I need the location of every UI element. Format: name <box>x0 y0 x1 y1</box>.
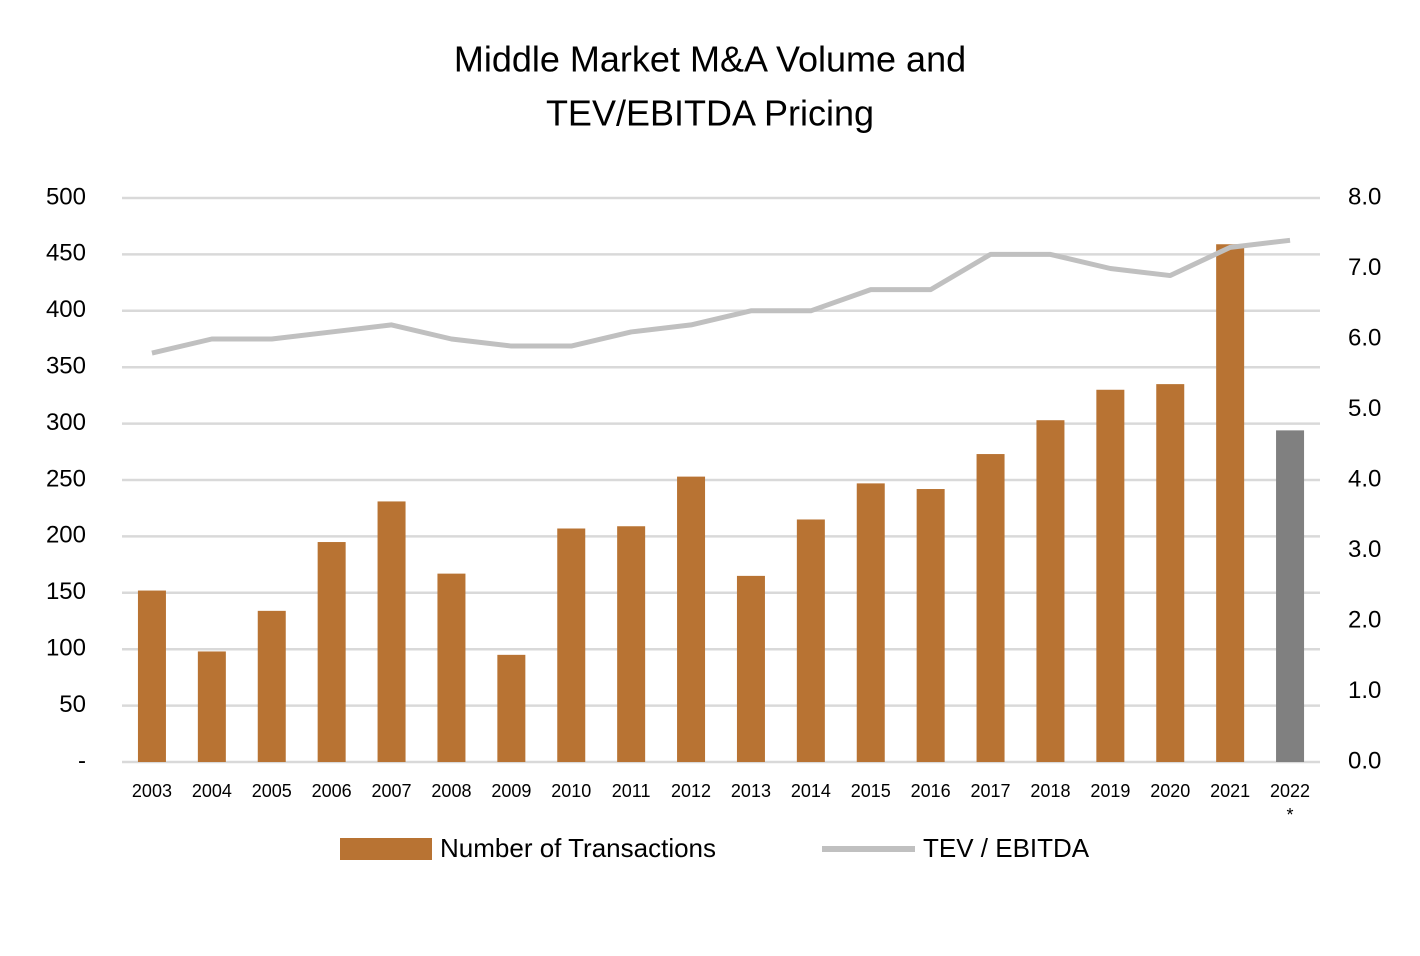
x-tick-label: 2004 <box>192 781 232 801</box>
bar <box>1036 420 1065 762</box>
legend-label: TEV / EBITDA <box>923 833 1090 863</box>
bar <box>557 528 586 762</box>
bar <box>497 654 526 762</box>
bar <box>796 519 825 762</box>
x-tick-label: 2020 <box>1150 781 1190 801</box>
bar <box>437 573 466 762</box>
x-tick-label: 2014 <box>791 781 831 801</box>
x-tick-label: 2008 <box>431 781 471 801</box>
bar <box>617 526 646 762</box>
bar <box>736 575 765 762</box>
bar <box>1276 430 1305 762</box>
bar <box>137 590 166 762</box>
bar <box>257 610 286 762</box>
x-tick-label: 2016 <box>911 781 951 801</box>
y2-tick-label: 8.0 <box>1348 183 1381 210</box>
y2-tick-label: 2.0 <box>1348 606 1381 633</box>
chart-title: TEV/EBITDA Pricing <box>546 93 874 134</box>
bar <box>976 454 1005 762</box>
y2-tick-label: 7.0 <box>1348 254 1381 281</box>
chart-title: Middle Market M&A Volume and <box>454 39 966 80</box>
y2-tick-label: 6.0 <box>1348 324 1381 351</box>
y-tick-label: 300 <box>46 409 86 436</box>
y-tick-label: 400 <box>46 296 86 323</box>
x-tick-label: 2009 <box>491 781 531 801</box>
x-tick-label: 2017 <box>971 781 1011 801</box>
y2-tick-label: 5.0 <box>1348 395 1381 422</box>
y2-tick-label: 4.0 <box>1348 465 1381 492</box>
legend-label: Number of Transactions <box>440 833 716 863</box>
x-tick-label: 2010 <box>551 781 591 801</box>
x-tick-label: 2022 * <box>1270 781 1310 825</box>
bar <box>1156 384 1185 762</box>
x-tick-label: 2021 <box>1210 781 1250 801</box>
x-tick-label: 2003 <box>132 781 172 801</box>
bar <box>377 501 406 762</box>
y-tick-label: 100 <box>46 635 86 662</box>
line <box>151 237 1291 356</box>
bar <box>1216 244 1245 763</box>
y-tick-label: 500 <box>46 183 86 210</box>
y-tick-label: 50 <box>59 691 86 718</box>
y-tick-label: 250 <box>46 465 86 492</box>
x-tick-label: 2013 <box>731 781 771 801</box>
bar <box>677 476 706 762</box>
x-tick-label: 2012 <box>671 781 711 801</box>
bar <box>1096 389 1125 762</box>
x-tick-label: 2015 <box>851 781 891 801</box>
x-tick-label: 2011 <box>612 781 651 801</box>
y-tick-label: 150 <box>46 578 86 605</box>
bar <box>197 651 226 762</box>
y-tick-label: 200 <box>46 522 86 549</box>
x-tick-label: 2019 <box>1090 781 1130 801</box>
x-tick-label: 2007 <box>372 781 412 801</box>
y2-tick-label: 0.0 <box>1348 747 1381 774</box>
x-tick-label: 2005 <box>252 781 292 801</box>
bar <box>856 483 885 762</box>
y-tick-label: - <box>78 747 86 774</box>
legend-swatch <box>340 838 432 860</box>
y-tick-label: 350 <box>46 353 86 380</box>
bar <box>317 542 346 762</box>
y-tick-label: 450 <box>46 240 86 267</box>
x-tick-label: 2018 <box>1030 781 1070 801</box>
x-tick-label: 2006 <box>312 781 352 801</box>
y2-tick-label: 1.0 <box>1348 677 1381 704</box>
bar <box>916 489 945 762</box>
y2-tick-label: 3.0 <box>1348 536 1381 563</box>
